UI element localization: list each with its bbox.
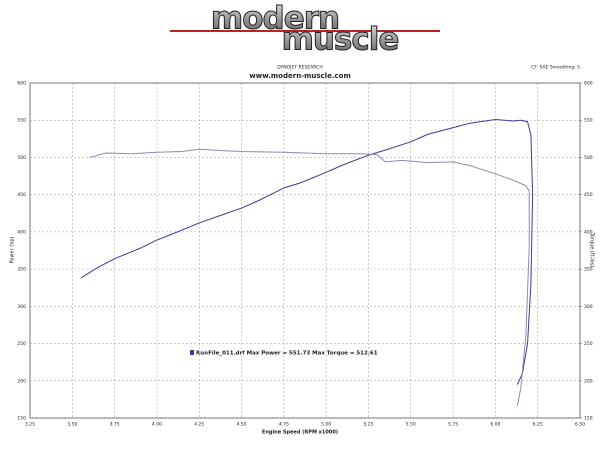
y-tick-label: 550 (17, 118, 26, 124)
x-tick-label: 3.50 (67, 422, 77, 428)
x-tick-label: 4.50 (237, 422, 247, 428)
y-axis-label: Power (hp) (10, 236, 16, 263)
x-tick-label: 3.25 (25, 422, 35, 428)
y-tick-label: 350 (17, 267, 26, 273)
x-tick-label: 5.25 (363, 422, 373, 428)
y-tick-label: 250 (17, 341, 26, 347)
y-tick-label: 600 (17, 81, 26, 87)
y-tick-label: 500 (17, 155, 26, 161)
x-tick-label: 5.00 (321, 422, 331, 428)
y2-tick-label: 200 (584, 378, 593, 384)
y2-tick-label: 550 (584, 118, 593, 124)
chart-subtitle: DYNOJET RESEARCH (277, 65, 322, 71)
logo-line1: modern (211, 1, 339, 37)
y2-tick-label: 250 (584, 341, 593, 347)
y-tick-label: 300 (17, 304, 26, 310)
y2-tick-label: 500 (584, 155, 593, 161)
y-tick-label: 400 (17, 229, 26, 235)
x-tick-label: 6.50 (575, 422, 585, 428)
x-axis-label: Engine Speed (RPM x1000) (262, 430, 338, 436)
x-tick-label: 4.00 (152, 422, 162, 428)
x-tick-label: 4.75 (279, 422, 289, 428)
x-tick-label: 6.00 (490, 422, 500, 428)
y2-tick-label: 600 (584, 81, 593, 87)
x-tick-label: 6.25 (533, 422, 543, 428)
y-tick-label: 450 (17, 192, 26, 198)
legend-swatch (190, 350, 194, 355)
x-tick-label: 5.50 (406, 422, 416, 428)
chart-title: www.modern-muscle.com (249, 72, 350, 80)
y-tick-label: 200 (17, 378, 26, 384)
y2-tick-label: 300 (584, 304, 593, 310)
series-line (89, 148, 530, 407)
y2-tick-label: 400 (584, 229, 593, 235)
y2-tick-label: 150 (584, 416, 593, 422)
x-tick-label: 5.75 (448, 422, 458, 428)
y-tick-label: 150 (17, 416, 26, 422)
series-line (80, 118, 534, 385)
x-tick-label: 4.25 (194, 422, 204, 428)
y2-axis-label: Torque (ft-lbs) (589, 232, 595, 268)
y2-tick-label: 450 (584, 192, 593, 198)
plot-frame (29, 82, 581, 419)
settings-note: CF: SAE Smoothing: 5 (531, 65, 580, 71)
x-tick-label: 3.75 (110, 422, 120, 428)
legend-text: RunFile_011.drf Max Power = 551.73 Max T… (196, 351, 378, 357)
y2-tick-label: 350 (584, 267, 593, 273)
logo-line2: muscle (282, 22, 399, 58)
